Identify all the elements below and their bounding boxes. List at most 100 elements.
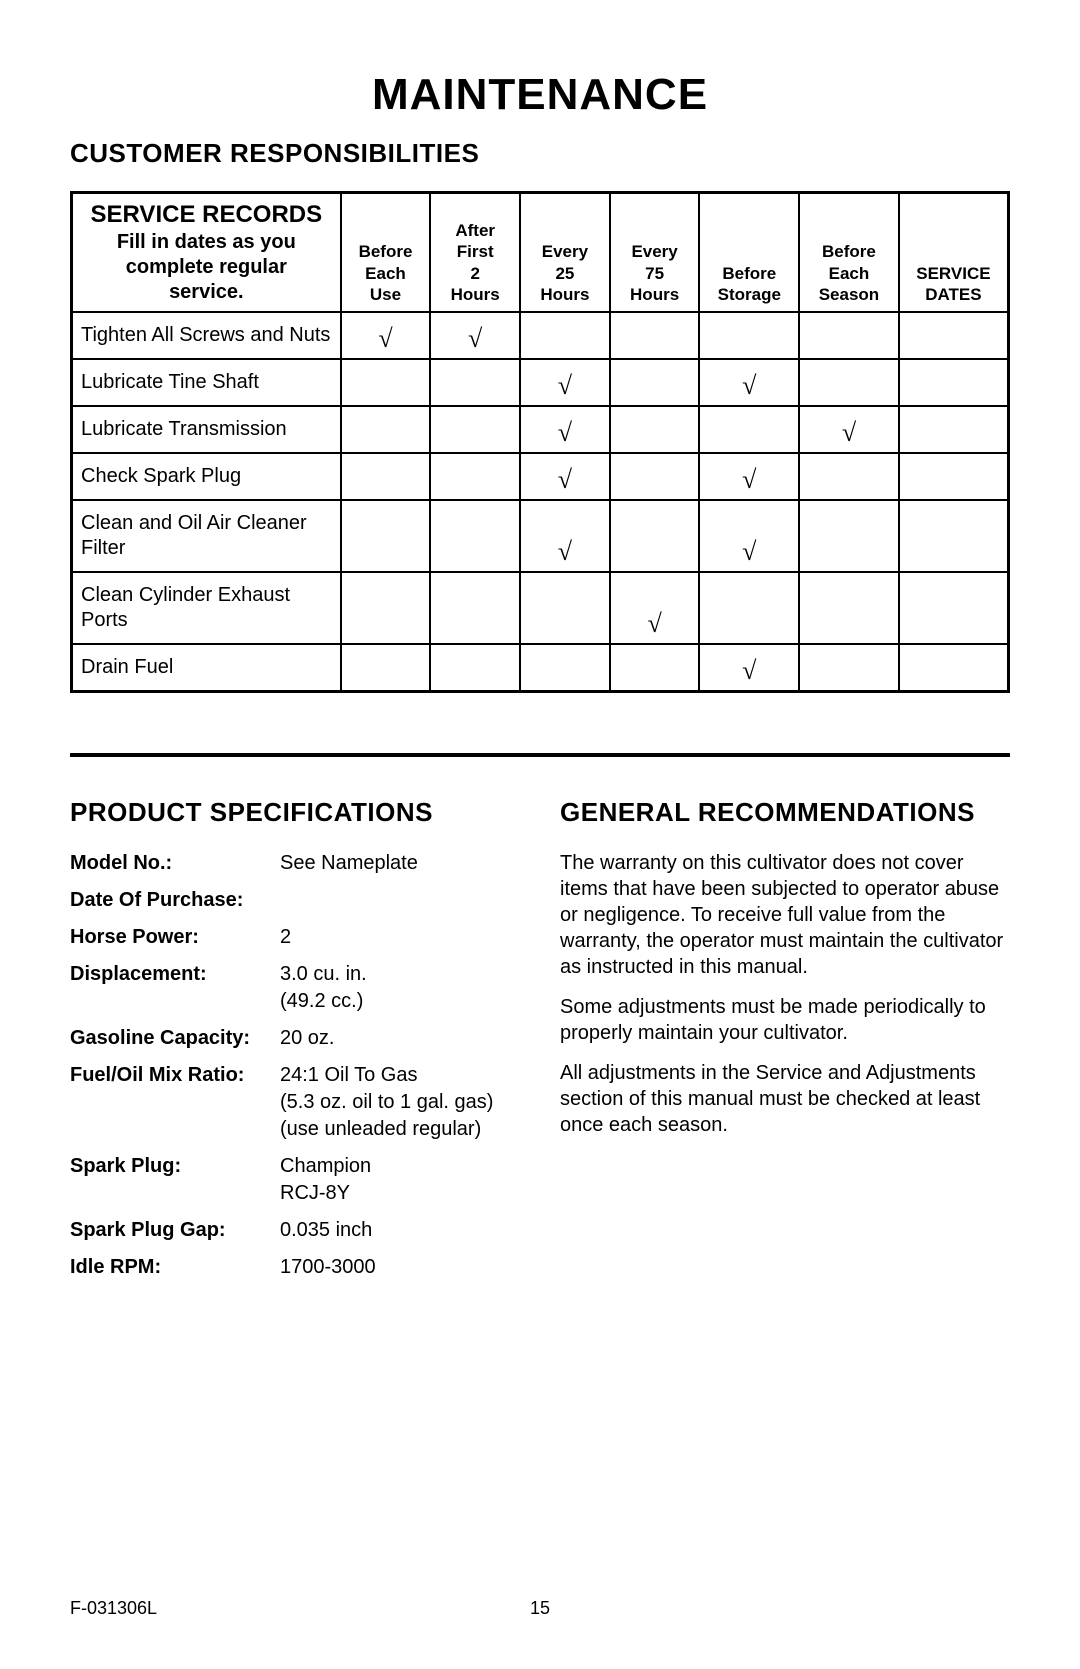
service-table-col-header: BeforeStorage xyxy=(699,193,799,313)
table-row: Check Spark Plug √ √ xyxy=(72,453,1009,500)
spec-row: Displacement:3.0 cu. in.(49.2 cc.) xyxy=(70,961,520,1015)
recommendation-paragraph: Some adjustments must be made periodical… xyxy=(560,994,1010,1046)
section-customer-responsibilities: CUSTOMER RESPONSIBILITIES xyxy=(70,138,1010,169)
service-check-cell xyxy=(430,359,520,406)
service-check-cell xyxy=(341,500,431,572)
spec-label: Fuel/Oil Mix Ratio: xyxy=(70,1062,280,1143)
service-task-label: Lubricate Transmission xyxy=(72,406,341,453)
service-check-cell xyxy=(341,453,431,500)
service-check-cell xyxy=(520,572,610,644)
table-row: Lubricate Tine Shaft √ √ xyxy=(72,359,1009,406)
spec-label: Gasoline Capacity: xyxy=(70,1025,280,1052)
service-task-label: Drain Fuel xyxy=(72,644,341,692)
service-check-cell xyxy=(899,572,1009,644)
recommendation-paragraph: The warranty on this cultivator does not… xyxy=(560,850,1010,980)
spec-row: Date Of Purchase: xyxy=(70,887,520,914)
service-check-cell: √ xyxy=(520,453,610,500)
service-check-cell xyxy=(899,500,1009,572)
service-check-cell: √ xyxy=(799,406,899,453)
spec-label: Model No.: xyxy=(70,850,280,877)
service-check-cell xyxy=(699,572,799,644)
service-check-cell xyxy=(899,312,1009,359)
service-check-cell xyxy=(430,453,520,500)
service-table-col-header: Every25Hours xyxy=(520,193,610,313)
service-check-cell xyxy=(341,644,431,692)
spec-label: Spark Plug: xyxy=(70,1153,280,1207)
spec-value xyxy=(280,887,520,914)
service-check-cell xyxy=(899,359,1009,406)
footer-doc-id: F-031306L xyxy=(70,1598,157,1619)
service-table-col-header: Every75Hours xyxy=(610,193,700,313)
service-check-cell xyxy=(899,644,1009,692)
spec-value: 3.0 cu. in.(49.2 cc.) xyxy=(280,961,520,1015)
service-check-cell: √ xyxy=(430,312,520,359)
spec-value: 0.035 inch xyxy=(280,1217,520,1244)
service-check-cell: √ xyxy=(520,359,610,406)
section-product-specifications: PRODUCT SPECIFICATIONS xyxy=(70,797,520,828)
spec-value: 1700-3000 xyxy=(280,1254,520,1281)
table-row: Tighten All Screws and Nuts√√ xyxy=(72,312,1009,359)
service-check-cell xyxy=(799,500,899,572)
page-title: MAINTENANCE xyxy=(70,70,1010,120)
service-check-cell xyxy=(899,406,1009,453)
service-check-cell: √ xyxy=(520,500,610,572)
section-general-recommendations: GENERAL RECOMMENDATIONS xyxy=(560,797,1010,828)
spec-row: Model No.:See Nameplate xyxy=(70,850,520,877)
spec-label: Spark Plug Gap: xyxy=(70,1217,280,1244)
spec-label: Idle RPM: xyxy=(70,1254,280,1281)
service-check-cell xyxy=(699,406,799,453)
service-task-label: Clean Cylinder Exhaust Ports xyxy=(72,572,341,644)
spec-value: See Nameplate xyxy=(280,850,520,877)
spec-row: Horse Power:2 xyxy=(70,924,520,951)
service-check-cell xyxy=(610,453,700,500)
service-check-cell xyxy=(341,359,431,406)
service-task-label: Tighten All Screws and Nuts xyxy=(72,312,341,359)
service-check-cell: √ xyxy=(699,453,799,500)
table-row: Clean and Oil Air Cleaner Filter√√ xyxy=(72,500,1009,572)
service-check-cell xyxy=(610,406,700,453)
spec-row: Spark Plug Gap:0.035 inch xyxy=(70,1217,520,1244)
service-check-cell xyxy=(610,359,700,406)
service-check-cell xyxy=(341,406,431,453)
service-check-cell xyxy=(341,572,431,644)
service-check-cell xyxy=(799,572,899,644)
spec-label: Horse Power: xyxy=(70,924,280,951)
general-recommendations-column: GENERAL RECOMMENDATIONS The warranty on … xyxy=(560,797,1010,1291)
service-check-cell xyxy=(610,500,700,572)
service-records-table: SERVICE RECORDSFill in dates as youcompl… xyxy=(70,191,1010,693)
service-task-label: Lubricate Tine Shaft xyxy=(72,359,341,406)
service-check-cell xyxy=(520,644,610,692)
service-check-cell xyxy=(430,406,520,453)
service-check-cell xyxy=(610,312,700,359)
table-row: Lubricate Transmission√√ xyxy=(72,406,1009,453)
service-check-cell: √ xyxy=(341,312,431,359)
spec-label: Displacement: xyxy=(70,961,280,1015)
page-footer: F-031306L 15 F-031306L xyxy=(70,1598,1010,1619)
service-table-col-header: BeforeEachSeason xyxy=(799,193,899,313)
spec-label: Date Of Purchase: xyxy=(70,887,280,914)
service-table-col-header: AfterFirst2Hours xyxy=(430,193,520,313)
spec-row: Spark Plug:ChampionRCJ-8Y xyxy=(70,1153,520,1207)
spec-value: 2 xyxy=(280,924,520,951)
section-divider xyxy=(70,753,1010,757)
spec-row: Idle RPM:1700-3000 xyxy=(70,1254,520,1281)
table-row: Drain Fuel√ xyxy=(72,644,1009,692)
service-table-col-header: SERVICEDATES xyxy=(899,193,1009,313)
spec-value: ChampionRCJ-8Y xyxy=(280,1153,520,1207)
spec-value: 24:1 Oil To Gas(5.3 oz. oil to 1 gal. ga… xyxy=(280,1062,520,1143)
service-check-cell xyxy=(899,453,1009,500)
service-check-cell: √ xyxy=(699,359,799,406)
service-task-label: Clean and Oil Air Cleaner Filter xyxy=(72,500,341,572)
service-check-cell xyxy=(699,312,799,359)
service-check-cell: √ xyxy=(610,572,700,644)
service-table-lead-header: SERVICE RECORDSFill in dates as youcompl… xyxy=(72,193,341,313)
service-check-cell xyxy=(430,644,520,692)
product-specifications-column: PRODUCT SPECIFICATIONS Model No.:See Nam… xyxy=(70,797,520,1291)
spec-value: 20 oz. xyxy=(280,1025,520,1052)
service-check-cell xyxy=(799,312,899,359)
service-check-cell xyxy=(799,644,899,692)
service-task-label: Check Spark Plug xyxy=(72,453,341,500)
service-check-cell xyxy=(430,572,520,644)
service-check-cell xyxy=(610,644,700,692)
spec-row: Fuel/Oil Mix Ratio:24:1 Oil To Gas(5.3 o… xyxy=(70,1062,520,1143)
